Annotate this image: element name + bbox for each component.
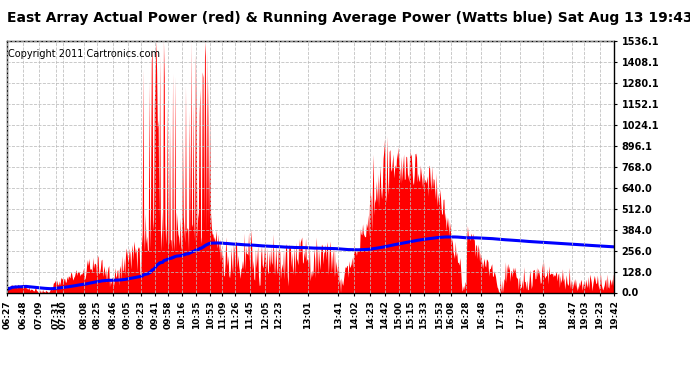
- Text: Copyright 2011 Cartronics.com: Copyright 2011 Cartronics.com: [8, 49, 160, 59]
- Text: East Array Actual Power (red) & Running Average Power (Watts blue) Sat Aug 13 19: East Array Actual Power (red) & Running …: [7, 11, 690, 25]
